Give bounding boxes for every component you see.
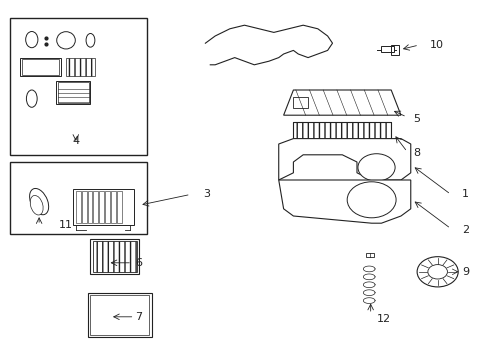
Bar (22, 59, 59, 75)
Text: 5: 5 (412, 114, 419, 124)
Bar (73, 189, 134, 225)
Ellipse shape (57, 32, 75, 49)
Bar (105, 191, 110, 223)
Polygon shape (278, 139, 410, 180)
Text: 10: 10 (429, 40, 444, 50)
Bar (111, 191, 116, 223)
Bar (56, 81, 90, 104)
Polygon shape (283, 90, 400, 115)
Ellipse shape (86, 33, 95, 47)
Circle shape (427, 265, 447, 279)
Text: 12: 12 (376, 314, 390, 324)
Bar (93, 241, 137, 272)
Text: 8: 8 (412, 148, 420, 158)
Bar (76, 191, 81, 223)
Bar (90, 295, 149, 335)
Text: 11: 11 (59, 220, 73, 230)
Text: 1: 1 (461, 189, 468, 199)
Ellipse shape (25, 31, 38, 48)
Bar (381, 46, 393, 52)
Bar (293, 122, 390, 139)
Bar (66, 58, 95, 76)
Text: 3: 3 (203, 189, 209, 199)
Text: 9: 9 (461, 267, 468, 277)
Bar (99, 191, 104, 223)
Text: 7: 7 (134, 312, 142, 322)
Ellipse shape (30, 188, 48, 215)
Text: 4: 4 (72, 136, 79, 146)
Bar (81, 191, 86, 223)
Polygon shape (278, 180, 410, 223)
Bar (117, 191, 122, 223)
Ellipse shape (30, 195, 43, 215)
Circle shape (357, 154, 394, 181)
Bar (293, 122, 390, 139)
Circle shape (346, 182, 395, 218)
Bar (88, 293, 151, 337)
Text: 6: 6 (135, 258, 142, 268)
Ellipse shape (26, 90, 37, 107)
Circle shape (416, 257, 457, 287)
Bar (293, 97, 307, 108)
Bar (390, 45, 398, 55)
Bar (365, 253, 373, 257)
Bar (93, 191, 98, 223)
Bar (10, 18, 146, 155)
Bar (90, 239, 139, 274)
Bar (20, 58, 61, 76)
Bar (10, 162, 146, 234)
Bar (58, 82, 89, 103)
Text: 2: 2 (461, 225, 468, 235)
Bar (87, 191, 92, 223)
